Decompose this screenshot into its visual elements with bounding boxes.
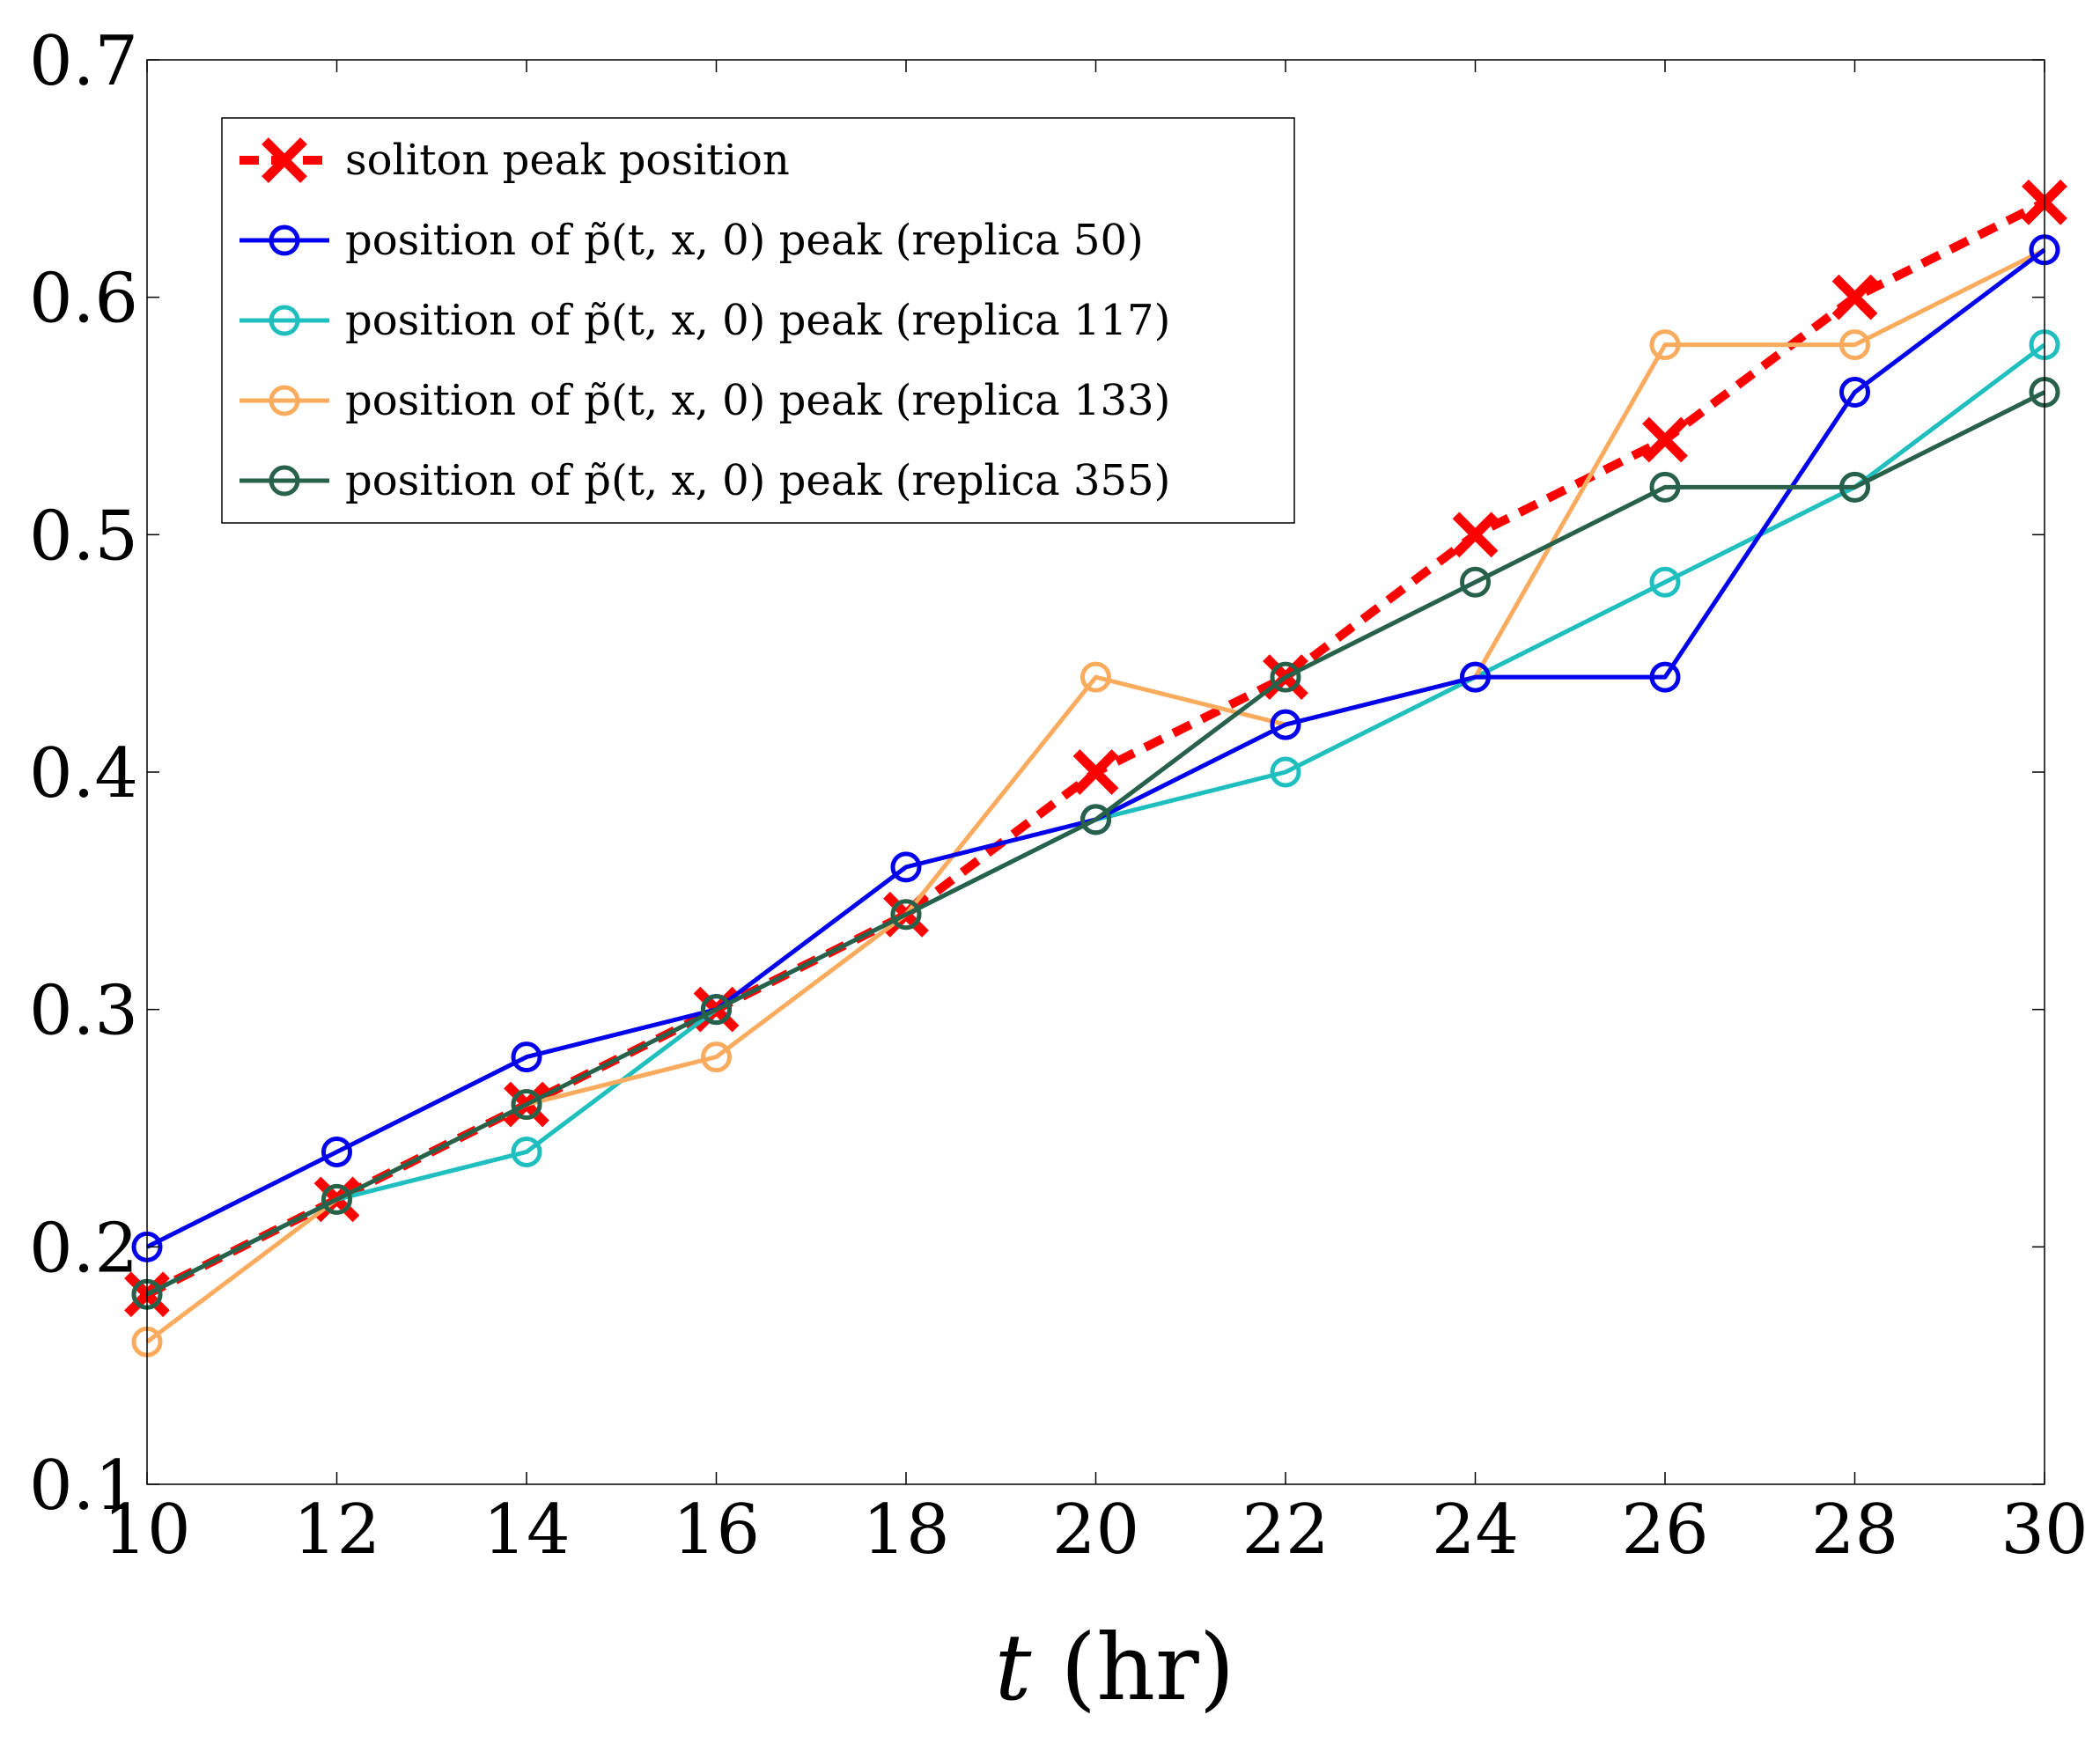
legend-item: position of p̃(t, x, 0) peak (replica 35… [239, 456, 1170, 505]
legend-label: position of p̃(t, x, 0) peak (replica 13… [345, 376, 1170, 425]
x-axis-unit: (hr) [1031, 1614, 1234, 1721]
series-point [511, 1136, 542, 1167]
series-point [890, 851, 922, 883]
series-point [1831, 274, 1878, 320]
series-point [1460, 566, 1491, 598]
series-point [1072, 749, 1119, 795]
series-point [1270, 661, 1301, 693]
x-tick-label: 10 [103, 1490, 190, 1570]
x-tick-label: 12 [293, 1490, 380, 1570]
series-point [321, 1136, 352, 1167]
series-point [511, 1089, 542, 1121]
series-point [1649, 471, 1681, 503]
y-tick-label: 0.4 [29, 734, 138, 813]
series-point [1080, 661, 1111, 693]
x-tick-label: 26 [1621, 1490, 1708, 1570]
series-point [321, 1183, 352, 1215]
series-point [269, 305, 300, 336]
series-point [269, 385, 300, 416]
series-line [145, 390, 2046, 1297]
legend-label: position of p̃(t, x, 0) peak (replica 35… [345, 456, 1170, 505]
x-tick-label: 18 [862, 1490, 949, 1570]
series-point [1270, 756, 1301, 788]
x-tick-label: 16 [673, 1490, 760, 1570]
legend-item: position of p̃(t, x, 0) peak (replica 11… [239, 296, 1170, 345]
y-tick-label: 0.3 [29, 972, 138, 1051]
series-point [1080, 804, 1111, 835]
series-point [1460, 661, 1491, 693]
x-tick-label: 30 [2001, 1490, 2088, 1570]
series-point [269, 465, 300, 497]
x-tick-label: 24 [1432, 1490, 1519, 1570]
legend-box [221, 117, 1295, 524]
series-point [1839, 377, 1870, 408]
legend-label: soliton peak position [345, 136, 790, 185]
series-point [269, 224, 300, 256]
series-point [262, 137, 307, 183]
legend-item: position of p̃(t, x, 0) peak (replica 50… [239, 216, 1144, 265]
series-point [701, 994, 732, 1026]
legend-item: soliton peak position [239, 136, 790, 185]
y-tick-label: 0.5 [29, 497, 138, 576]
series-point [1642, 416, 1688, 463]
legend-label: position of p̃(t, x, 0) peak (replica 11… [345, 296, 1170, 345]
tick-layer: 10 12 14 16 18 20 22 24 26 28 30 0.1 0.2 0.3 0.4 0.5 0.6… [29, 22, 2089, 1570]
legend-item: position of p̃(t, x, 0) peak (replica 13… [239, 376, 1170, 425]
legend: soliton peak position position of p̃(t, x… [221, 117, 1295, 524]
series-point [1270, 709, 1301, 740]
x-axis-label: t (hr) [995, 1614, 1235, 1721]
y-tick-label: 0.1 [29, 1446, 138, 1526]
series-point [1452, 511, 1499, 558]
x-axis-variable: t [995, 1614, 1032, 1721]
series-point [1649, 661, 1681, 693]
y-tick-label: 0.7 [29, 22, 138, 101]
series-point [511, 1041, 542, 1073]
series-point [1649, 566, 1681, 598]
series-point [890, 899, 922, 931]
series-point [1649, 329, 1681, 361]
x-tick-label: 14 [483, 1490, 570, 1570]
y-tick-label: 0.2 [29, 1209, 138, 1288]
series-point [701, 1041, 732, 1073]
series-point [1839, 471, 1870, 503]
x-tick-label: 28 [1811, 1490, 1898, 1570]
x-tick-label: 20 [1052, 1490, 1139, 1570]
x-tick-label: 22 [1242, 1490, 1329, 1570]
y-tick-label: 0.6 [29, 260, 138, 339]
legend-label: position of p̃(t, x, 0) peak (replica 50… [345, 216, 1144, 265]
series-point [1839, 329, 1870, 361]
